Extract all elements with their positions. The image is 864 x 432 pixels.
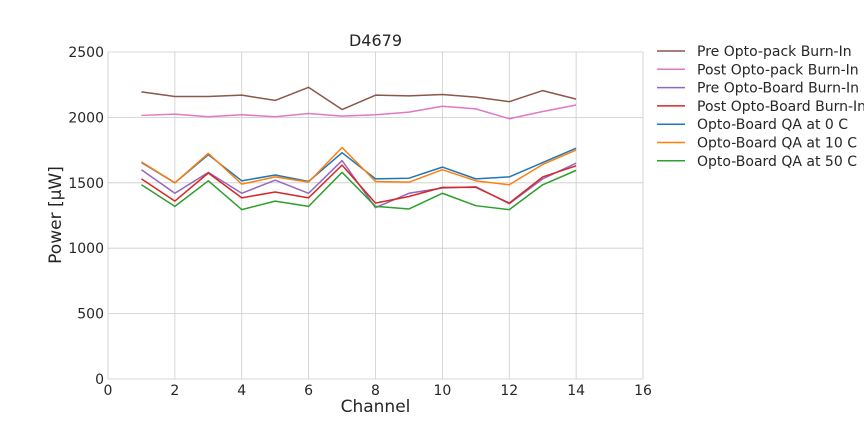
y-tick-labels: 0 500 1000 1500 2000 2500 <box>68 45 104 388</box>
y-tick-label: 2000 <box>68 110 104 126</box>
x-tick-label: 2 <box>170 383 179 399</box>
series-line-6 <box>141 169 577 211</box>
legend-entry-label: Opto-Board QA at 50 C <box>697 154 857 170</box>
legend-entry-label: Post Opto-pack Burn-In <box>697 62 859 78</box>
x-tick-label: 12 <box>500 383 518 399</box>
series-lines <box>141 86 577 211</box>
grid-lines <box>107 51 644 380</box>
legend-entry-label: Opto-Board QA at 0 C <box>697 117 848 133</box>
x-tick-label: 16 <box>634 383 652 399</box>
x-tick-label: 4 <box>237 383 246 399</box>
x-tick-label: 14 <box>567 383 585 399</box>
y-tick-label: 500 <box>77 307 104 323</box>
x-tick-label: 10 <box>433 383 451 399</box>
x-axis-label: Channel <box>341 397 411 417</box>
x-tick-label: 0 <box>104 383 113 399</box>
series-line-1 <box>141 104 577 120</box>
y-tick-label: 0 <box>95 372 104 388</box>
x-tick-label: 8 <box>371 383 380 399</box>
series-line-3 <box>141 164 577 204</box>
legend-entry-label: Opto-Board QA at 10 C <box>697 136 857 152</box>
y-tick-label: 1500 <box>68 176 104 192</box>
y-axis-label: Power [μW] <box>46 166 66 264</box>
legend-entry-label: Pre Opto-pack Burn-In <box>697 44 852 60</box>
x-tick-label: 6 <box>304 383 313 399</box>
legend-entry-label: Pre Opto-Board Burn-In <box>697 81 859 97</box>
chart-title: D4679 <box>349 31 402 50</box>
series-line-0 <box>141 86 577 111</box>
legend: Pre Opto-pack Burn-In Post Opto-pack Burn… <box>657 44 864 170</box>
y-tick-label: 2500 <box>68 45 104 61</box>
y-tick-label: 1000 <box>68 241 104 257</box>
x-tick-labels: 0 2 4 6 8 10 12 14 16 <box>104 383 652 399</box>
legend-entry-label: Post Opto-Board Burn-In <box>697 99 864 115</box>
series-line-5 <box>141 146 577 186</box>
